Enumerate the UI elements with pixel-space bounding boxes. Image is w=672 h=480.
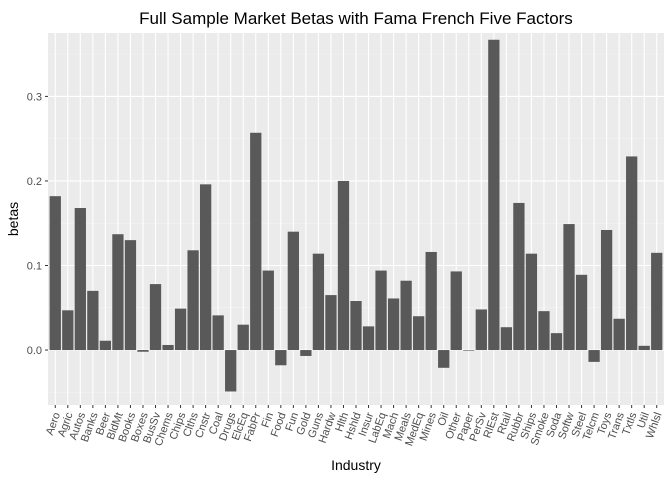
bar-autos: [74, 208, 86, 351]
bar-softw: [563, 224, 575, 351]
bar-insur: [362, 326, 375, 351]
bar-persv: [475, 309, 487, 351]
x-tick-label: Oil: [436, 411, 452, 428]
bar-mach: [387, 298, 400, 351]
bar-books: [124, 240, 137, 351]
bar-bussv: [149, 284, 162, 351]
bar-util: [638, 345, 650, 351]
x-tick-label: Util: [635, 411, 652, 430]
bar-clths: [187, 250, 199, 351]
bar-fun: [287, 231, 299, 351]
bar-soda: [550, 333, 563, 351]
bar-rubbr: [513, 202, 525, 351]
bar-food: [275, 350, 287, 366]
bars: [49, 39, 663, 392]
bar-labeq: [375, 270, 387, 351]
bar-paper: [463, 350, 475, 351]
y-tick-label: 0.3: [27, 91, 42, 103]
bar-chips: [174, 308, 187, 351]
bar-rlest: [488, 39, 500, 351]
bar-trans: [613, 318, 625, 351]
bar-rtail: [500, 327, 513, 351]
bar-ships: [525, 253, 538, 351]
x-tick-label: Fin: [260, 411, 277, 429]
bar-hshld: [350, 301, 362, 351]
bar-txtls: [626, 156, 638, 351]
bar-guns: [312, 253, 325, 351]
bar-beer: [99, 340, 112, 351]
bar-banks: [87, 290, 99, 351]
y-axis-title: betas: [5, 202, 21, 236]
chart-title: Full Sample Market Betas with Fama Frenc…: [139, 9, 573, 28]
bar-hardw: [325, 295, 337, 351]
bar-drugs: [225, 350, 237, 392]
x-axis-ticks: AeroAgricAutosBanksBeerBldMtBooksBoxesBu…: [44, 405, 665, 448]
bar-hlth: [337, 180, 350, 351]
bar-aero: [49, 196, 61, 351]
bar-toys: [600, 229, 613, 351]
bar-oil: [438, 350, 450, 368]
bar-elceq: [237, 324, 249, 351]
y-tick-label: 0.0: [27, 345, 42, 357]
bar-gold: [300, 350, 312, 356]
bar-steel: [575, 274, 588, 351]
bar-whlsl: [651, 252, 663, 351]
bar-mines: [425, 251, 437, 351]
x-axis-title: Industry: [331, 457, 381, 473]
bar-cnstr: [199, 184, 212, 351]
bar-coal: [212, 315, 224, 351]
bar-telcm: [588, 350, 600, 362]
bar-fin: [262, 270, 274, 351]
bar-other: [450, 271, 462, 351]
bar-meals: [400, 280, 412, 351]
bar-medeq: [413, 316, 425, 351]
y-axis-ticks: 0.0 0.1 0.2 0.3: [27, 91, 48, 357]
bar-boxes: [137, 350, 149, 352]
bar-fabpr: [250, 132, 262, 351]
bar-agric: [62, 310, 74, 351]
y-tick-label: 0.2: [27, 176, 42, 188]
y-tick-label: 0.1: [27, 261, 42, 273]
bar-bldmt: [112, 234, 124, 351]
bar-smoke: [538, 311, 550, 351]
bar-chems: [162, 344, 174, 351]
